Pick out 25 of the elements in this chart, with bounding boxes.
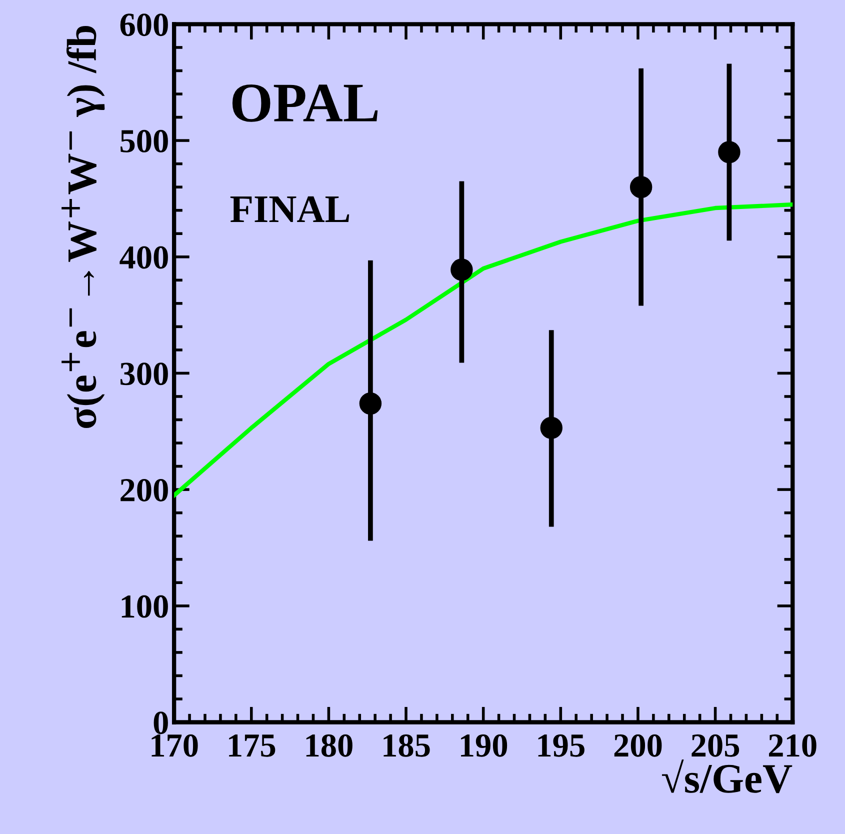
y-tick-label: 600 [120,14,168,36]
y-tick-label: 0 [154,712,168,734]
y-tick-label: 300 [120,362,168,386]
x-tick-label: 175 [229,734,276,757]
x-tick-label: 180 [306,734,352,757]
x-tick-label: 210 [769,734,816,757]
y-tick-label: 400 [120,246,168,269]
point [718,141,740,164]
point [540,416,562,440]
text: σ(e$^{+}$e$^{−}$→W$^{+}$W$^{−}$ γ) /fb [62,26,105,428]
x-tick-label: 195 [538,734,584,757]
x-tick-label: 170 [152,734,198,757]
y-tick-label: 200 [120,478,168,502]
x-tick-label: 205 [692,734,740,757]
x-tick-label: 200 [614,734,662,757]
y-tick-label: 500 [120,130,168,152]
x-axis-title: √s/GeV [662,760,792,794]
point [359,392,382,415]
y-tick-label: 100 [122,595,168,618]
x-tick-label: 185 [384,734,430,757]
point [450,258,473,281]
point [630,176,652,198]
annotation: OPAL [232,84,378,122]
x-tick-label: 190 [461,734,508,757]
annotation: FINAL [230,196,350,222]
